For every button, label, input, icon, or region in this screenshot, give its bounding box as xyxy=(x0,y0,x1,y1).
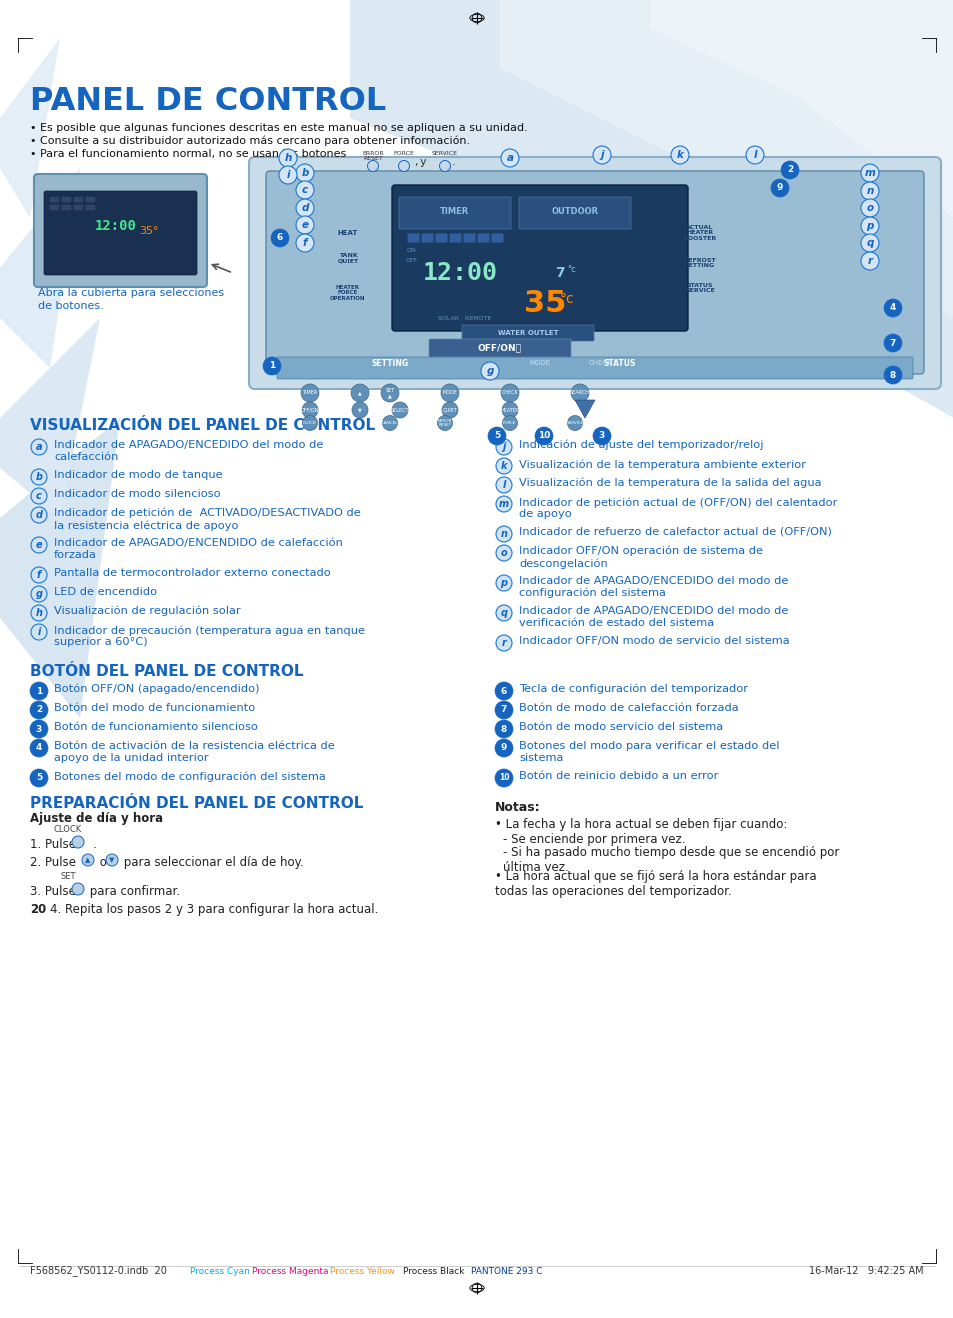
Circle shape xyxy=(495,739,513,757)
Text: l: l xyxy=(502,480,505,490)
Text: n: n xyxy=(865,186,873,196)
Text: Indicador de petición actual de (OFF/ON) del calentador
de apoyo: Indicador de petición actual de (OFF/ON)… xyxy=(518,497,837,519)
Text: 3: 3 xyxy=(598,431,604,440)
Text: 2: 2 xyxy=(786,166,792,174)
Text: FORCE: FORCE xyxy=(394,152,414,156)
Circle shape xyxy=(30,439,47,455)
Circle shape xyxy=(500,149,518,167)
Text: Indicación de ajuste del temporizador/reloj: Indicación de ajuste del temporizador/re… xyxy=(518,440,762,451)
Text: 7: 7 xyxy=(889,339,895,348)
Text: ▲: ▲ xyxy=(357,390,361,395)
Text: 12:00: 12:00 xyxy=(422,261,497,285)
FancyBboxPatch shape xyxy=(449,233,461,243)
Circle shape xyxy=(496,546,512,561)
Text: HEATER: HEATER xyxy=(499,407,519,413)
Text: para confirmar.: para confirmar. xyxy=(86,884,180,898)
Text: HEATER
FORCE
OPERATION: HEATER FORCE OPERATION xyxy=(330,285,365,301)
FancyBboxPatch shape xyxy=(435,233,447,243)
Text: m: m xyxy=(498,500,509,509)
Circle shape xyxy=(30,739,48,757)
Text: Botón del modo de funcionamiento: Botón del modo de funcionamiento xyxy=(54,702,255,713)
Text: ACTUAL
HEATER
BOOSTER: ACTUAL HEATER BOOSTER xyxy=(682,225,716,241)
Circle shape xyxy=(30,605,47,621)
Circle shape xyxy=(883,366,901,384)
Circle shape xyxy=(488,427,505,445)
Circle shape xyxy=(437,415,452,431)
FancyBboxPatch shape xyxy=(73,204,83,211)
FancyBboxPatch shape xyxy=(518,196,630,229)
Text: HEAT: HEAT xyxy=(337,231,357,236)
Text: OUTDOOR: OUTDOOR xyxy=(551,207,598,216)
Circle shape xyxy=(30,536,47,554)
Text: SET
▲: SET ▲ xyxy=(385,387,395,398)
FancyBboxPatch shape xyxy=(73,196,83,202)
Circle shape xyxy=(30,469,47,485)
Text: PANTONE 293 C: PANTONE 293 C xyxy=(471,1267,541,1276)
Circle shape xyxy=(496,635,512,651)
Text: g: g xyxy=(486,366,493,376)
Text: TIMER: TIMER xyxy=(302,390,317,395)
Text: Botón de reinicio debido a un error: Botón de reinicio debido a un error xyxy=(518,771,718,782)
FancyBboxPatch shape xyxy=(392,185,687,331)
Text: STATUS: STATUS xyxy=(603,358,636,368)
Circle shape xyxy=(71,836,84,847)
Circle shape xyxy=(441,402,457,418)
Text: d: d xyxy=(35,510,43,521)
Text: d: d xyxy=(301,203,309,214)
Text: VISUALIZACIÓN DEL PANEL DE CONTROL: VISUALIZACIÓN DEL PANEL DE CONTROL xyxy=(30,418,375,434)
Circle shape xyxy=(30,720,48,738)
FancyBboxPatch shape xyxy=(421,233,433,243)
Circle shape xyxy=(82,854,94,866)
Text: TIMER: TIMER xyxy=(440,207,469,216)
Text: WATER OUTLET: WATER OUTLET xyxy=(497,330,558,336)
Text: f: f xyxy=(302,239,307,248)
Circle shape xyxy=(30,768,48,787)
Circle shape xyxy=(295,216,314,235)
Text: e: e xyxy=(301,220,308,231)
FancyBboxPatch shape xyxy=(429,339,571,357)
Text: Indicador de modo silencioso: Indicador de modo silencioso xyxy=(54,489,220,500)
Circle shape xyxy=(495,768,513,787)
Text: 2. Pulse: 2. Pulse xyxy=(30,855,76,869)
Text: BOTÓN DEL PANEL DE CONTROL: BOTÓN DEL PANEL DE CONTROL xyxy=(30,664,303,679)
Text: 7: 7 xyxy=(500,705,507,714)
FancyBboxPatch shape xyxy=(477,233,489,243)
Text: Indicador OFF/ON modo de servicio del sistema: Indicador OFF/ON modo de servicio del si… xyxy=(518,637,789,646)
Text: 7: 7 xyxy=(555,266,564,279)
Text: °c: °c xyxy=(559,293,574,306)
Text: Botón de modo servicio del sistema: Botón de modo servicio del sistema xyxy=(518,722,722,731)
Circle shape xyxy=(278,166,296,185)
Text: Indicador de petición de  ACTIVADO/DESACTIVADO de
la resistencia eléctrica de ap: Indicador de petición de ACTIVADO/DESACT… xyxy=(54,507,360,531)
Text: OFF/ON: OFF/ON xyxy=(300,407,319,413)
Text: Indicador de refuerzo de calefactor actual de (OFF/ON): Indicador de refuerzo de calefactor actu… xyxy=(518,527,831,536)
Text: PANEL DE CONTROL: PANEL DE CONTROL xyxy=(30,86,386,117)
Text: c: c xyxy=(36,492,42,501)
Circle shape xyxy=(781,161,799,179)
Circle shape xyxy=(495,720,513,738)
Text: Indicador de APAGADO/ENCEDIDO del modo de
verificación de estado del sistema: Indicador de APAGADO/ENCEDIDO del modo d… xyxy=(518,606,787,627)
Text: • La fecha y la hora actual se deben fijar cuando:: • La fecha y la hora actual se deben fij… xyxy=(495,818,786,832)
Text: Visualización de regulación solar: Visualización de regulación solar xyxy=(54,606,240,617)
Circle shape xyxy=(30,681,48,700)
Text: de botones.: de botones. xyxy=(38,301,104,311)
Text: k: k xyxy=(500,461,507,471)
Text: ERROR
RESET: ERROR RESET xyxy=(437,419,452,427)
Text: j: j xyxy=(502,442,505,452)
Circle shape xyxy=(861,252,878,270)
Text: 5: 5 xyxy=(494,431,499,440)
Circle shape xyxy=(496,439,512,455)
Text: 10: 10 xyxy=(537,431,550,440)
Text: h: h xyxy=(284,153,292,163)
Text: SERVICE: SERVICE xyxy=(432,152,457,156)
Text: 3. Pulse: 3. Pulse xyxy=(30,884,76,898)
Circle shape xyxy=(496,605,512,621)
Polygon shape xyxy=(350,0,953,418)
Text: CANCEL: CANCEL xyxy=(381,420,397,424)
Circle shape xyxy=(295,181,314,199)
Text: CHECK: CHECK xyxy=(588,360,611,366)
Text: °c: °c xyxy=(567,265,576,274)
Circle shape xyxy=(861,199,878,217)
Text: q: q xyxy=(865,239,873,248)
Text: 1: 1 xyxy=(269,361,274,370)
